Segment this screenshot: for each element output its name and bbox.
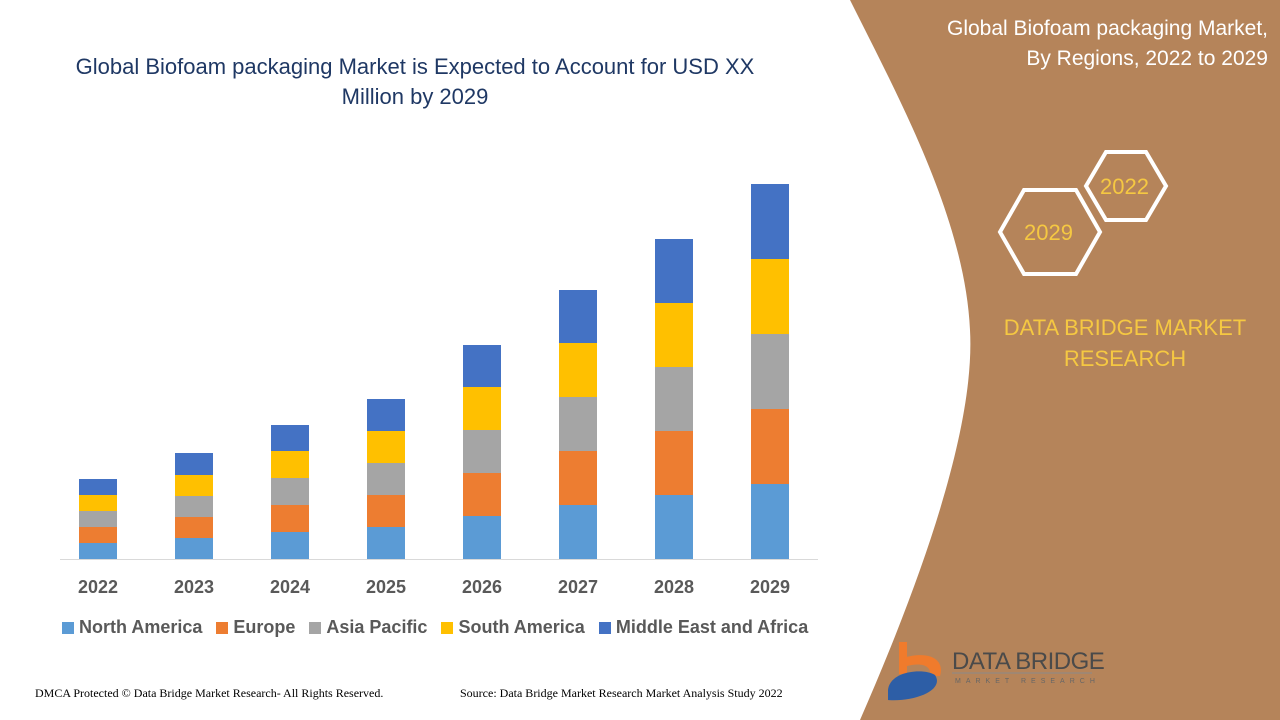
bar-segment-2023-europe: [175, 517, 213, 538]
legend-item: Middle East and Africa: [598, 617, 809, 638]
bar-segment-2028-south-america: [655, 303, 693, 367]
chart-legend: North America Europe Asia Pacific South Ame…: [62, 617, 808, 638]
x-tick-label: 2028: [654, 577, 694, 597]
x-tick-label: 2022: [78, 577, 118, 597]
brand-text: DATA BRIDGE MARKET RESEARCH: [985, 312, 1265, 374]
bar-segment-2028-asia-pacific: [655, 367, 693, 431]
hex-label-2022: 2022: [1100, 174, 1149, 199]
bar-segment-2028-north-america: [655, 495, 693, 559]
legend-item: South America: [441, 617, 585, 638]
bar-segment-2029-asia-pacific: [751, 334, 789, 409]
bar-segment-2029-europe: [751, 409, 789, 484]
legend-swatch: [309, 621, 322, 634]
footer-source: Source: Data Bridge Market Research Mark…: [460, 686, 783, 700]
x-tick-label: 2025: [366, 577, 406, 597]
bar-segment-2026-europe: [463, 473, 501, 516]
legend-swatch: [216, 621, 229, 634]
legend-item: Asia Pacific: [309, 617, 427, 638]
bar-segment-2025-south-america: [367, 431, 405, 463]
logo-tagline: MARKET RESEARCH: [955, 678, 1100, 685]
bar-segment-2026-middle-east-and-africa: [463, 345, 501, 387]
bar-segment-2029-middle-east-and-africa: [751, 184, 789, 259]
x-tick-label: 2026: [462, 577, 502, 597]
bar-segment-2027-north-america: [559, 505, 597, 559]
legend-label: South America: [458, 617, 585, 637]
legend-label: Middle East and Africa: [615, 617, 809, 637]
bar-segment-2024-middle-east-and-africa: [271, 425, 309, 451]
chart-title: Global Biofoam packaging Market is Expec…: [75, 54, 755, 109]
footer-copyright: DMCA Protected © Data Bridge Market Rese…: [35, 686, 384, 700]
bar-segment-2027-europe: [559, 451, 597, 505]
side-panel-title: Global Biofoam packaging Market, By Regi…: [868, 14, 1268, 74]
x-tick-label: 2029: [750, 577, 790, 597]
logo-mark: [888, 642, 1092, 701]
bar-segment-2026-asia-pacific: [463, 430, 501, 473]
bar-segment-2024-south-america: [271, 451, 309, 478]
bar-segment-2027-south-america: [559, 343, 597, 397]
bar-segment-2026-north-america: [463, 516, 501, 559]
bar-segment-2025-europe: [367, 495, 405, 527]
x-tick-label: 2024: [270, 577, 310, 597]
side-title-line2: By Regions, 2022 to 2029: [1026, 47, 1268, 70]
legend-label: Asia Pacific: [326, 617, 428, 637]
bar-segment-2024-asia-pacific: [271, 478, 309, 505]
bar-segment-2024-north-america: [271, 532, 309, 559]
legend-swatch: [62, 621, 74, 634]
bar-segment-2022-asia-pacific: [79, 511, 117, 527]
hex-label-2029: 2029: [1024, 220, 1073, 245]
hexagon-2029: [997, 188, 1103, 276]
x-tick-label: 2027: [558, 577, 598, 597]
brand-line2: RESEARCH: [1063, 346, 1187, 371]
bar-segment-2022-europe: [79, 527, 117, 543]
bar-segment-2028-europe: [655, 431, 693, 495]
bar-segment-2029-south-america: [751, 259, 789, 334]
bar-segment-2025-asia-pacific: [367, 463, 405, 495]
bar-segment-2029-north-america: [751, 484, 789, 559]
bar-segment-2023-asia-pacific: [175, 496, 213, 517]
bar-segment-2022-south-america: [79, 495, 117, 511]
logo-name: DATA BRIDGE: [952, 648, 1105, 675]
bar-segment-2023-middle-east-and-africa: [175, 453, 213, 475]
legend-swatch: [598, 621, 611, 634]
brand-line1: DATA BRIDGE MARKET: [1003, 315, 1247, 340]
bar-segment-2026-south-america: [463, 387, 501, 430]
x-tick-label: 2023: [174, 577, 214, 597]
hexagon-2022: [1083, 150, 1169, 222]
legend-label: North America: [79, 617, 203, 637]
bar-segment-2022-middle-east-and-africa: [79, 479, 117, 495]
bar-segment-2027-asia-pacific: [559, 397, 597, 451]
bar-segment-2022-north-america: [79, 543, 117, 559]
legend-item: North America: [62, 617, 202, 638]
legend-label: Europe: [233, 617, 296, 637]
legend-swatch: [441, 621, 454, 634]
bar-segment-2027-middle-east-and-africa: [559, 290, 597, 343]
bar-segment-2024-europe: [271, 505, 309, 532]
bar-segment-2025-north-america: [367, 527, 405, 559]
bar-segment-2023-south-america: [175, 475, 213, 496]
bar-segment-2023-north-america: [175, 538, 213, 559]
side-title-line1: Global Biofoam packaging Market,: [947, 17, 1268, 40]
bar-segment-2028-middle-east-and-africa: [655, 239, 693, 303]
legend-item: Europe: [216, 617, 295, 638]
bar-segment-2025-middle-east-and-africa: [367, 399, 405, 431]
